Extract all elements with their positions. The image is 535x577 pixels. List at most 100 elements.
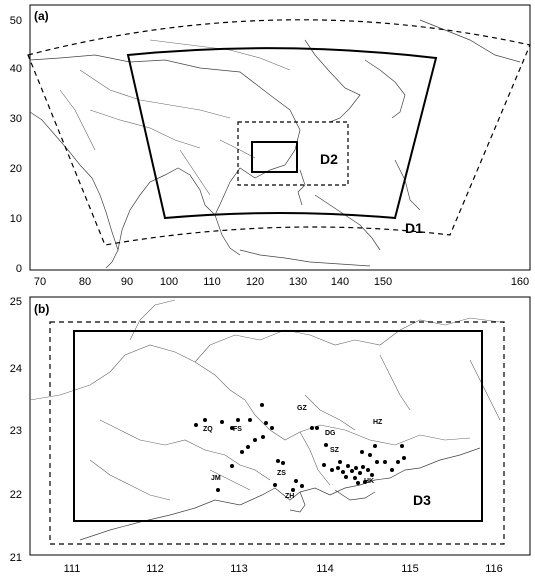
y-tick: 40 — [10, 63, 22, 75]
panel-b: (b) D3 — [10, 296, 531, 575]
x-tick: 120 — [246, 276, 264, 288]
station-point — [368, 453, 372, 457]
station-point — [281, 461, 285, 465]
station-point — [330, 468, 334, 472]
station-point — [220, 420, 224, 424]
x-tick: 160 — [511, 276, 529, 288]
city-label-zs: ZS — [277, 470, 286, 477]
domain-label-d1: D1 — [405, 220, 423, 236]
x-tick: 112 — [146, 563, 164, 575]
station-point — [360, 450, 364, 454]
panel-a: (a) D2 D1 — [10, 4, 531, 288]
city-label-hz: HZ — [373, 419, 383, 426]
x-tick: 150 — [374, 276, 392, 288]
x-tick: 114 — [316, 563, 334, 575]
station-point — [230, 426, 234, 430]
panel-a-frame — [29, 4, 531, 271]
x-tick: 116 — [485, 563, 503, 575]
station-point — [366, 468, 370, 472]
y-tick: 21 — [10, 552, 22, 564]
panel-b-x-ticks: 111 112 113 114 115 116 — [64, 563, 503, 575]
y-tick: 24 — [10, 363, 22, 375]
station-point — [230, 464, 234, 468]
station-point — [400, 444, 404, 448]
station-point — [346, 464, 350, 468]
station-point — [396, 460, 400, 464]
panel-a-x-ticks: 70 80 90 100 110 120 130 140 150 160 — [34, 276, 529, 288]
domain-outer-dashed-b — [49, 321, 505, 545]
station-point — [264, 421, 268, 425]
panel-b-label: (b) — [34, 302, 49, 316]
station-point — [260, 403, 264, 407]
station-point — [248, 418, 252, 422]
panel-a-y-ticks: 0 10 20 30 40 50 — [10, 15, 22, 275]
city-label-jm: JM — [211, 475, 221, 482]
station-point — [291, 488, 295, 492]
station-point — [315, 426, 319, 430]
station-points — [194, 403, 406, 492]
station-point — [390, 468, 394, 472]
station-point — [240, 450, 244, 454]
station-point — [246, 445, 250, 449]
station-point — [270, 426, 274, 430]
panel-a-borders — [59, 39, 291, 196]
station-point — [324, 443, 328, 447]
station-point — [216, 488, 220, 492]
station-point — [194, 423, 198, 427]
panel-b-borders — [29, 299, 501, 501]
y-tick: 10 — [10, 213, 22, 225]
x-tick: 80 — [79, 276, 91, 288]
x-tick: 110 — [203, 276, 221, 288]
domain-inner-solid — [251, 141, 298, 173]
domain-d2-dashed — [237, 121, 349, 186]
domain-outer-solid — [126, 47, 438, 220]
station-point — [373, 444, 377, 448]
station-point — [375, 460, 379, 464]
x-tick: 140 — [331, 276, 349, 288]
station-point — [361, 465, 365, 469]
x-tick: 70 — [34, 276, 46, 288]
station-point — [310, 426, 314, 430]
station-point — [338, 460, 342, 464]
x-tick: 90 — [121, 276, 133, 288]
city-label-gz: GZ — [297, 405, 307, 412]
panel-a-label: (a) — [34, 9, 49, 23]
x-tick: 111 — [64, 563, 81, 575]
station-point — [273, 483, 277, 487]
y-tick: 50 — [10, 15, 22, 27]
city-label-dg: DG — [325, 430, 336, 437]
station-point — [276, 459, 280, 463]
station-point — [253, 438, 257, 442]
station-point — [294, 479, 298, 483]
x-tick: 100 — [160, 276, 178, 288]
station-point — [203, 418, 207, 422]
station-point — [322, 463, 326, 467]
station-point — [383, 460, 387, 464]
y-tick: 30 — [10, 113, 22, 125]
station-point — [356, 481, 360, 485]
domain-label-d2: D2 — [320, 151, 338, 167]
city-label-sz: SZ — [330, 447, 340, 454]
station-point — [402, 456, 406, 460]
city-label-zq: ZQ — [203, 426, 213, 433]
panel-b-y-ticks: 21 22 23 24 25 — [10, 296, 22, 564]
x-tick: 130 — [289, 276, 307, 288]
station-point — [350, 469, 354, 473]
city-label-fs: FS — [233, 426, 242, 433]
city-label-zh: ZH — [285, 493, 294, 500]
y-tick: 25 — [10, 296, 22, 308]
city-labels: ZQ FS GZ DG HZ JM ZS SZ ZH HK — [203, 405, 383, 500]
panel-a-coastlines — [29, 19, 521, 269]
domain-d3-solid — [73, 330, 483, 522]
city-label-hk: HK — [364, 478, 374, 485]
station-point — [353, 476, 357, 480]
station-point — [358, 471, 362, 475]
station-point — [344, 475, 348, 479]
station-point — [363, 480, 367, 484]
station-point — [354, 466, 358, 470]
panel-b-frame — [29, 296, 531, 556]
x-tick: 115 — [401, 563, 419, 575]
station-point — [300, 484, 304, 488]
station-point — [261, 435, 265, 439]
station-point — [370, 473, 374, 477]
